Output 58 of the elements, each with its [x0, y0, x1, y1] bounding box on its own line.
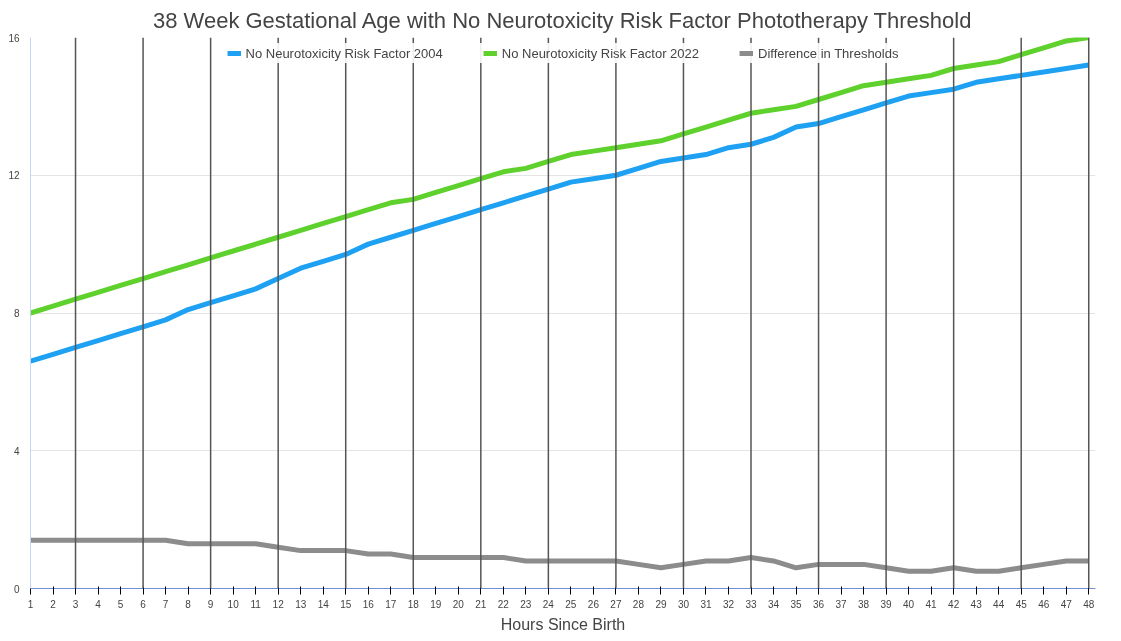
x-tick-label: 9: [207, 598, 214, 610]
x-tick-label: 19: [430, 598, 442, 610]
x-tick-label: 23: [520, 598, 532, 610]
x-tick-label: 6: [140, 598, 147, 610]
x-tick-label: 38: [858, 598, 870, 610]
x-tick-label: 47: [1060, 598, 1073, 610]
x-tick-label: 35: [790, 598, 803, 610]
x-tick-label: 2: [50, 598, 57, 610]
y-tick-label: 16: [8, 32, 20, 44]
legend-label: No Neurotoxicity Risk Factor 2022: [501, 45, 700, 61]
x-tick-label: 18: [407, 598, 420, 610]
y-tick-label: 8: [13, 308, 20, 319]
x-tick-label: 30: [677, 598, 690, 610]
x-axis-title: Hours Since Birth: [500, 615, 626, 633]
x-tick-label: 28: [632, 598, 645, 610]
x-tick-label: 42: [948, 598, 960, 610]
x-tick-label: 27: [610, 598, 622, 610]
x-tick-label: 20: [452, 598, 465, 610]
x-tick-label: 48: [1083, 598, 1095, 610]
x-tick-label: 10: [227, 598, 240, 610]
y-tick-label: 0: [13, 583, 20, 595]
x-tick-label: 22: [497, 598, 510, 610]
y-tick-label: 4: [13, 445, 20, 457]
x-tick-label: 43: [970, 598, 983, 610]
x-tick-label: 39: [880, 598, 893, 610]
x-tick-label: 12: [272, 598, 285, 610]
x-tick-label: 36: [812, 598, 825, 610]
x-tick-label: 1: [27, 598, 34, 610]
chart-title: 38 Week Gestational Age with No Neurotoxicity Risk Factor Phototherapy Threshold: [152, 7, 972, 33]
x-tick-label: 13: [295, 598, 307, 610]
x-tick-label: 32: [722, 598, 735, 610]
y-tick-label: 12: [8, 170, 20, 182]
x-tick-label: 40: [903, 598, 915, 610]
x-tick-label: 33: [745, 598, 758, 610]
x-tick-label: 34: [767, 598, 780, 610]
x-tick-label: 44: [993, 598, 1005, 610]
x-tick-label: 31: [700, 598, 712, 610]
x-tick-label: 14: [317, 598, 330, 610]
x-tick-label: 15: [340, 598, 352, 610]
x-tick-label: 37: [835, 598, 848, 610]
x-tick-label: 17: [385, 598, 397, 610]
x-tick-label: 24: [542, 598, 555, 610]
x-tick-label: 3: [72, 598, 79, 610]
x-tick-label: 26: [587, 598, 600, 610]
x-tick-label: 5: [117, 598, 124, 610]
x-tick-label: 21: [475, 598, 487, 610]
legend-label: No Neurotoxicity Risk Factor 2004: [245, 45, 443, 61]
x-tick-label: 16: [362, 598, 375, 610]
x-tick-label: 7: [162, 598, 169, 610]
x-tick-label: 4: [95, 598, 102, 610]
x-tick-label: 46: [1038, 598, 1050, 610]
x-tick-label: 41: [925, 598, 938, 610]
x-tick-label: 25: [565, 598, 577, 610]
x-tick-label: 45: [1015, 598, 1028, 610]
legend-label: Difference in Thresholds: [758, 45, 899, 61]
x-tick-label: 11: [250, 598, 262, 610]
x-tick-label: 29: [655, 598, 667, 610]
x-tick-label: 8: [185, 598, 192, 610]
